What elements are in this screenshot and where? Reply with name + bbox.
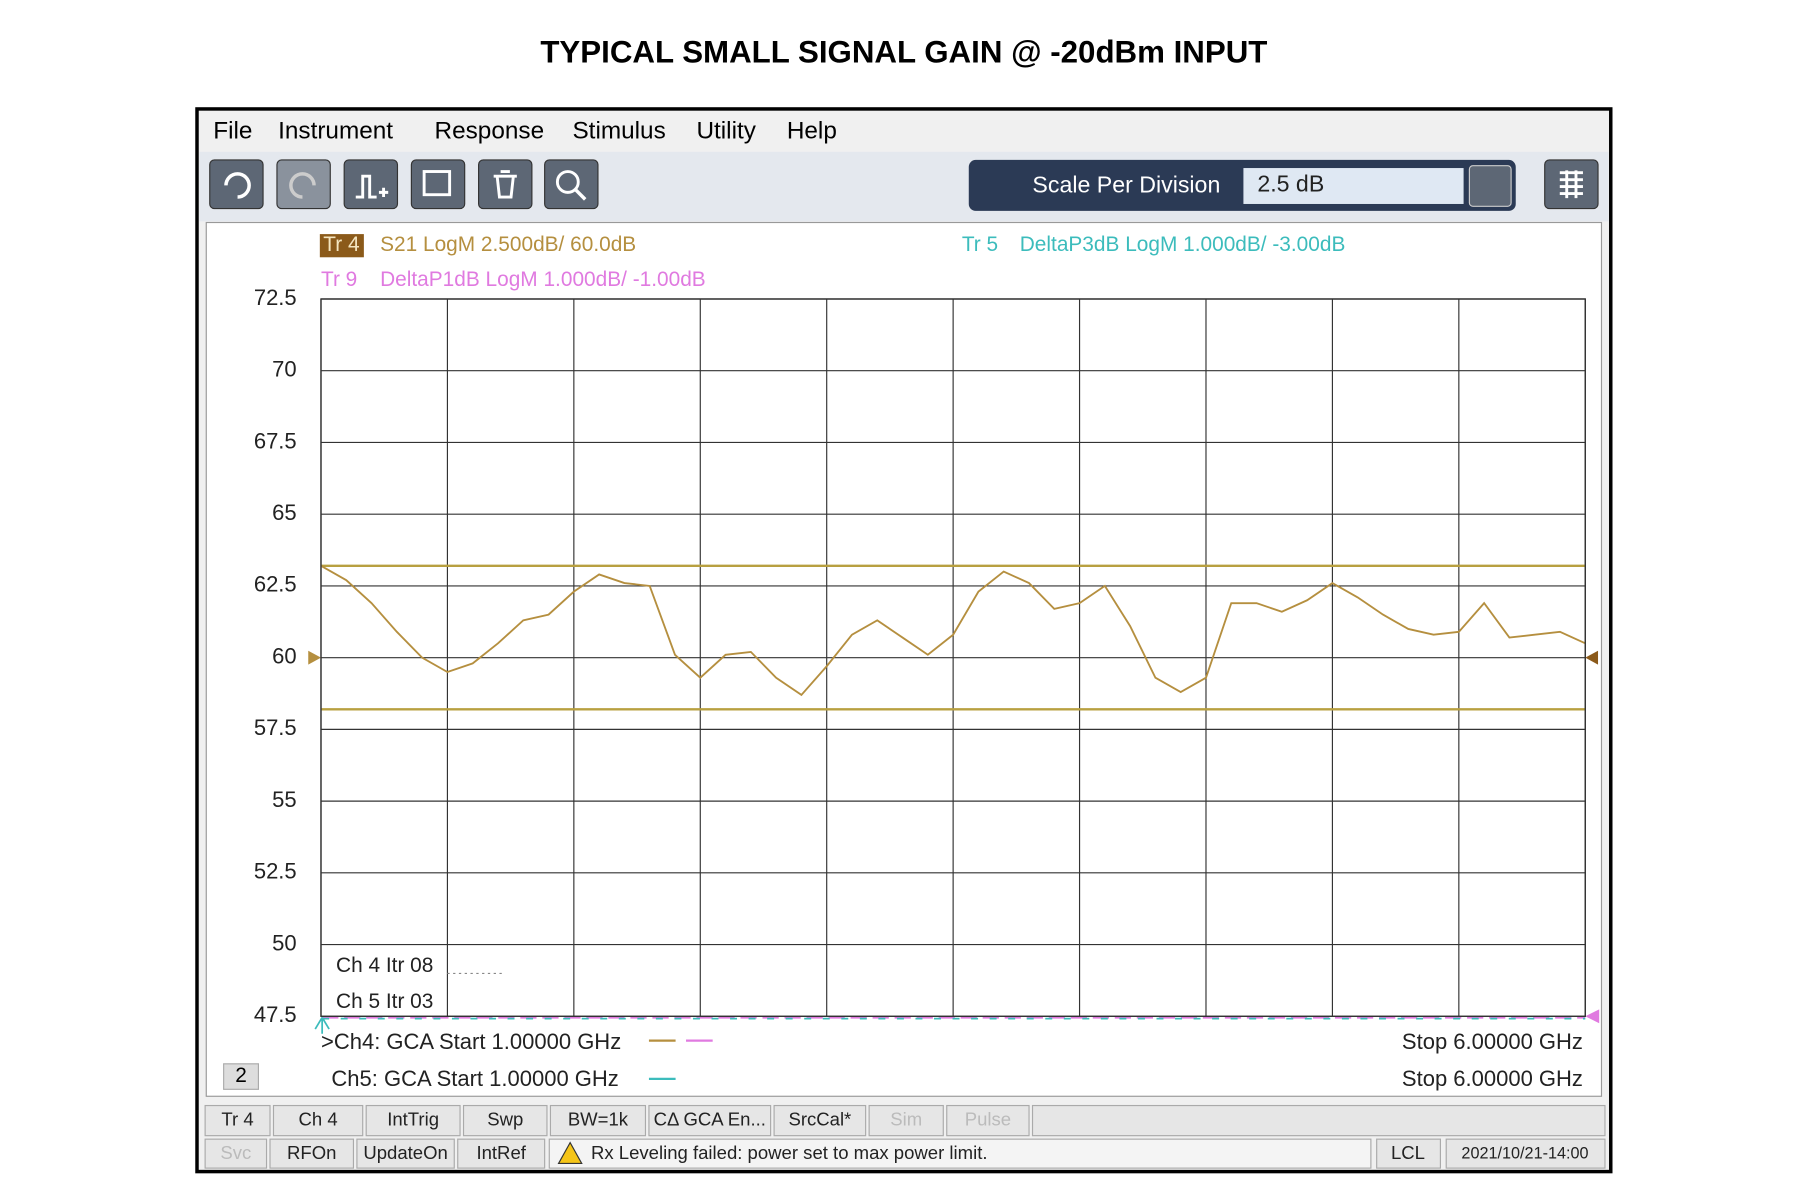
delete-icon — [493, 170, 517, 199]
menu-item[interactable]: Stimulus — [572, 118, 665, 145]
status-label: UpdateOn — [363, 1142, 447, 1163]
window-number: 2 — [235, 1064, 247, 1087]
trace-tag-bg — [319, 234, 364, 258]
channel-icon — [422, 170, 452, 197]
trace-header: DeltaP3dB LogM 1.000dB/ -3.00dB — [1020, 233, 1346, 256]
softkey-label: Ch 4 — [299, 1108, 338, 1129]
trace-line — [320, 565, 1586, 697]
y-tick-label: 72.5 — [254, 285, 297, 310]
timestamp: 2021/10/21-14:00 — [1461, 1144, 1588, 1162]
softkey[interactable] — [773, 1104, 867, 1137]
softkey[interactable] — [868, 1104, 944, 1137]
y-tick-label: 70 — [272, 357, 296, 382]
channel-button[interactable] — [410, 159, 466, 210]
softkey[interactable] — [272, 1104, 364, 1137]
timestamp-cell — [1445, 1138, 1606, 1169]
trace-tag: Tr 9 — [321, 268, 357, 291]
status-cell[interactable] — [356, 1138, 455, 1169]
status-cell[interactable] — [204, 1138, 268, 1169]
trace-tag: Tr 4 — [323, 233, 359, 256]
y-tick-label: 60 — [272, 643, 296, 668]
status-cell[interactable] — [457, 1138, 546, 1169]
page-title: TYPICAL SMALL SIGNAL GAIN @ -20dBm INPUT — [540, 35, 1267, 70]
softkey-label: Pulse — [965, 1108, 1011, 1129]
softkey[interactable] — [365, 1104, 461, 1137]
iteration-box — [322, 947, 445, 1016]
undo-icon — [224, 172, 251, 199]
softkey-label: Tr 4 — [221, 1108, 253, 1129]
softkey-menu-icon — [1559, 170, 1583, 199]
redo-icon — [289, 172, 316, 199]
marker-icon — [355, 174, 389, 199]
softkey-label: BW=1k — [568, 1108, 629, 1129]
keypad-button[interactable] — [1468, 165, 1512, 207]
y-tick-label: 62.5 — [254, 572, 297, 597]
delete-button[interactable] — [478, 159, 533, 210]
softkey-empty — [1031, 1104, 1606, 1137]
menu-item[interactable]: File — [213, 118, 252, 145]
zoom-icon — [555, 170, 580, 194]
y-tick-label: 67.5 — [254, 428, 297, 453]
channel-stop: Stop 6.00000 GHz — [1402, 1029, 1583, 1054]
trace-9-marker — [1585, 1009, 1600, 1024]
toolbar-buttons — [209, 159, 599, 210]
y-tick-label: 47.5 — [254, 1002, 297, 1027]
scale-label: Scale Per Division — [1032, 172, 1220, 198]
mode-cell — [1376, 1138, 1441, 1169]
y-tick-label: 55 — [272, 787, 296, 812]
menu-item[interactable]: Response — [435, 118, 545, 145]
trace-5-marker — [314, 1017, 330, 1034]
trace-tag: Tr 5 — [962, 233, 998, 256]
undo-button[interactable] — [209, 159, 264, 210]
channel-start: Ch5: GCA Start 1.00000 GHz — [331, 1066, 618, 1091]
softkey-label: Sim — [890, 1108, 922, 1129]
softkey[interactable] — [549, 1104, 647, 1137]
redo-button[interactable] — [276, 159, 331, 210]
softkey-label: SrcCal* — [788, 1108, 851, 1129]
softkey-label: Swp — [487, 1108, 523, 1129]
zoom-icon-handle — [574, 188, 587, 201]
y-tick-label: 65 — [272, 500, 296, 525]
y-tick-label: 57.5 — [254, 715, 297, 740]
softkey[interactable] — [946, 1104, 1030, 1137]
trace-header: S21 LogM 2.500dB/ 60.0dB — [380, 233, 636, 256]
softkey-label: CΔ GCA En... — [654, 1108, 766, 1129]
trace-header: DeltaP1dB LogM 1.000dB/ -1.00dB — [380, 268, 706, 291]
plot-frame — [320, 298, 1586, 1018]
iteration-label: Ch 5 Itr 03 — [336, 990, 433, 1013]
mode-label: LCL — [1391, 1142, 1425, 1163]
reference-marker-left — [308, 650, 321, 665]
softkey[interactable] — [204, 1104, 271, 1137]
softkey[interactable] — [462, 1104, 548, 1137]
channel-stop: Stop 6.00000 GHz — [1402, 1066, 1583, 1091]
menu-item[interactable]: Help — [787, 118, 837, 145]
window-number-box — [223, 1063, 259, 1090]
menu-item[interactable]: Utility — [696, 118, 756, 145]
status-label: IntRef — [476, 1142, 526, 1163]
message-box — [548, 1138, 1372, 1169]
softkey[interactable] — [648, 1104, 772, 1137]
y-tick-label: 50 — [272, 930, 296, 955]
iteration-label: Ch 4 Itr 08 — [336, 954, 433, 977]
softkey-label: IntTrig — [387, 1108, 439, 1129]
warning-icon — [557, 1141, 583, 1165]
status-label: RFOn — [287, 1142, 336, 1163]
softkey-menu-button[interactable] — [1544, 159, 1599, 210]
menu-item[interactable]: Instrument — [278, 118, 393, 145]
zoom-button[interactable] — [544, 159, 599, 210]
channel-start: >Ch4: GCA Start 1.00000 GHz — [321, 1029, 621, 1054]
reference-marker-right — [1585, 650, 1599, 665]
status-cell[interactable] — [269, 1138, 355, 1169]
scale-input[interactable] — [1243, 168, 1464, 204]
y-tick-label: 52.5 — [254, 859, 297, 884]
scale-value: 2.5 dB — [1257, 171, 1324, 197]
status-label: Svc — [220, 1142, 251, 1163]
status-message: Rx Leveling failed: power set to max pow… — [591, 1142, 988, 1163]
